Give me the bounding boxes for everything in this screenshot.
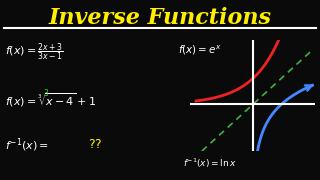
Text: $3$: $3$ [43,87,49,98]
Text: $f^{-1}(x) = $: $f^{-1}(x) = $ [5,136,49,154]
Text: $f^{-1}(x) = \ln x$: $f^{-1}(x) = \ln x$ [183,156,237,170]
Text: $f(x) = \frac{2x+3}{3x-1}$: $f(x) = \frac{2x+3}{3x-1}$ [5,41,64,63]
Text: Inverse Functions: Inverse Functions [49,7,271,29]
Text: $??$: $??$ [88,138,102,152]
Text: $f(x) = \sqrt[3]{x-4}+1$: $f(x) = \sqrt[3]{x-4}+1$ [5,91,96,109]
Text: $f(x) = e^x$: $f(x) = e^x$ [178,43,222,57]
